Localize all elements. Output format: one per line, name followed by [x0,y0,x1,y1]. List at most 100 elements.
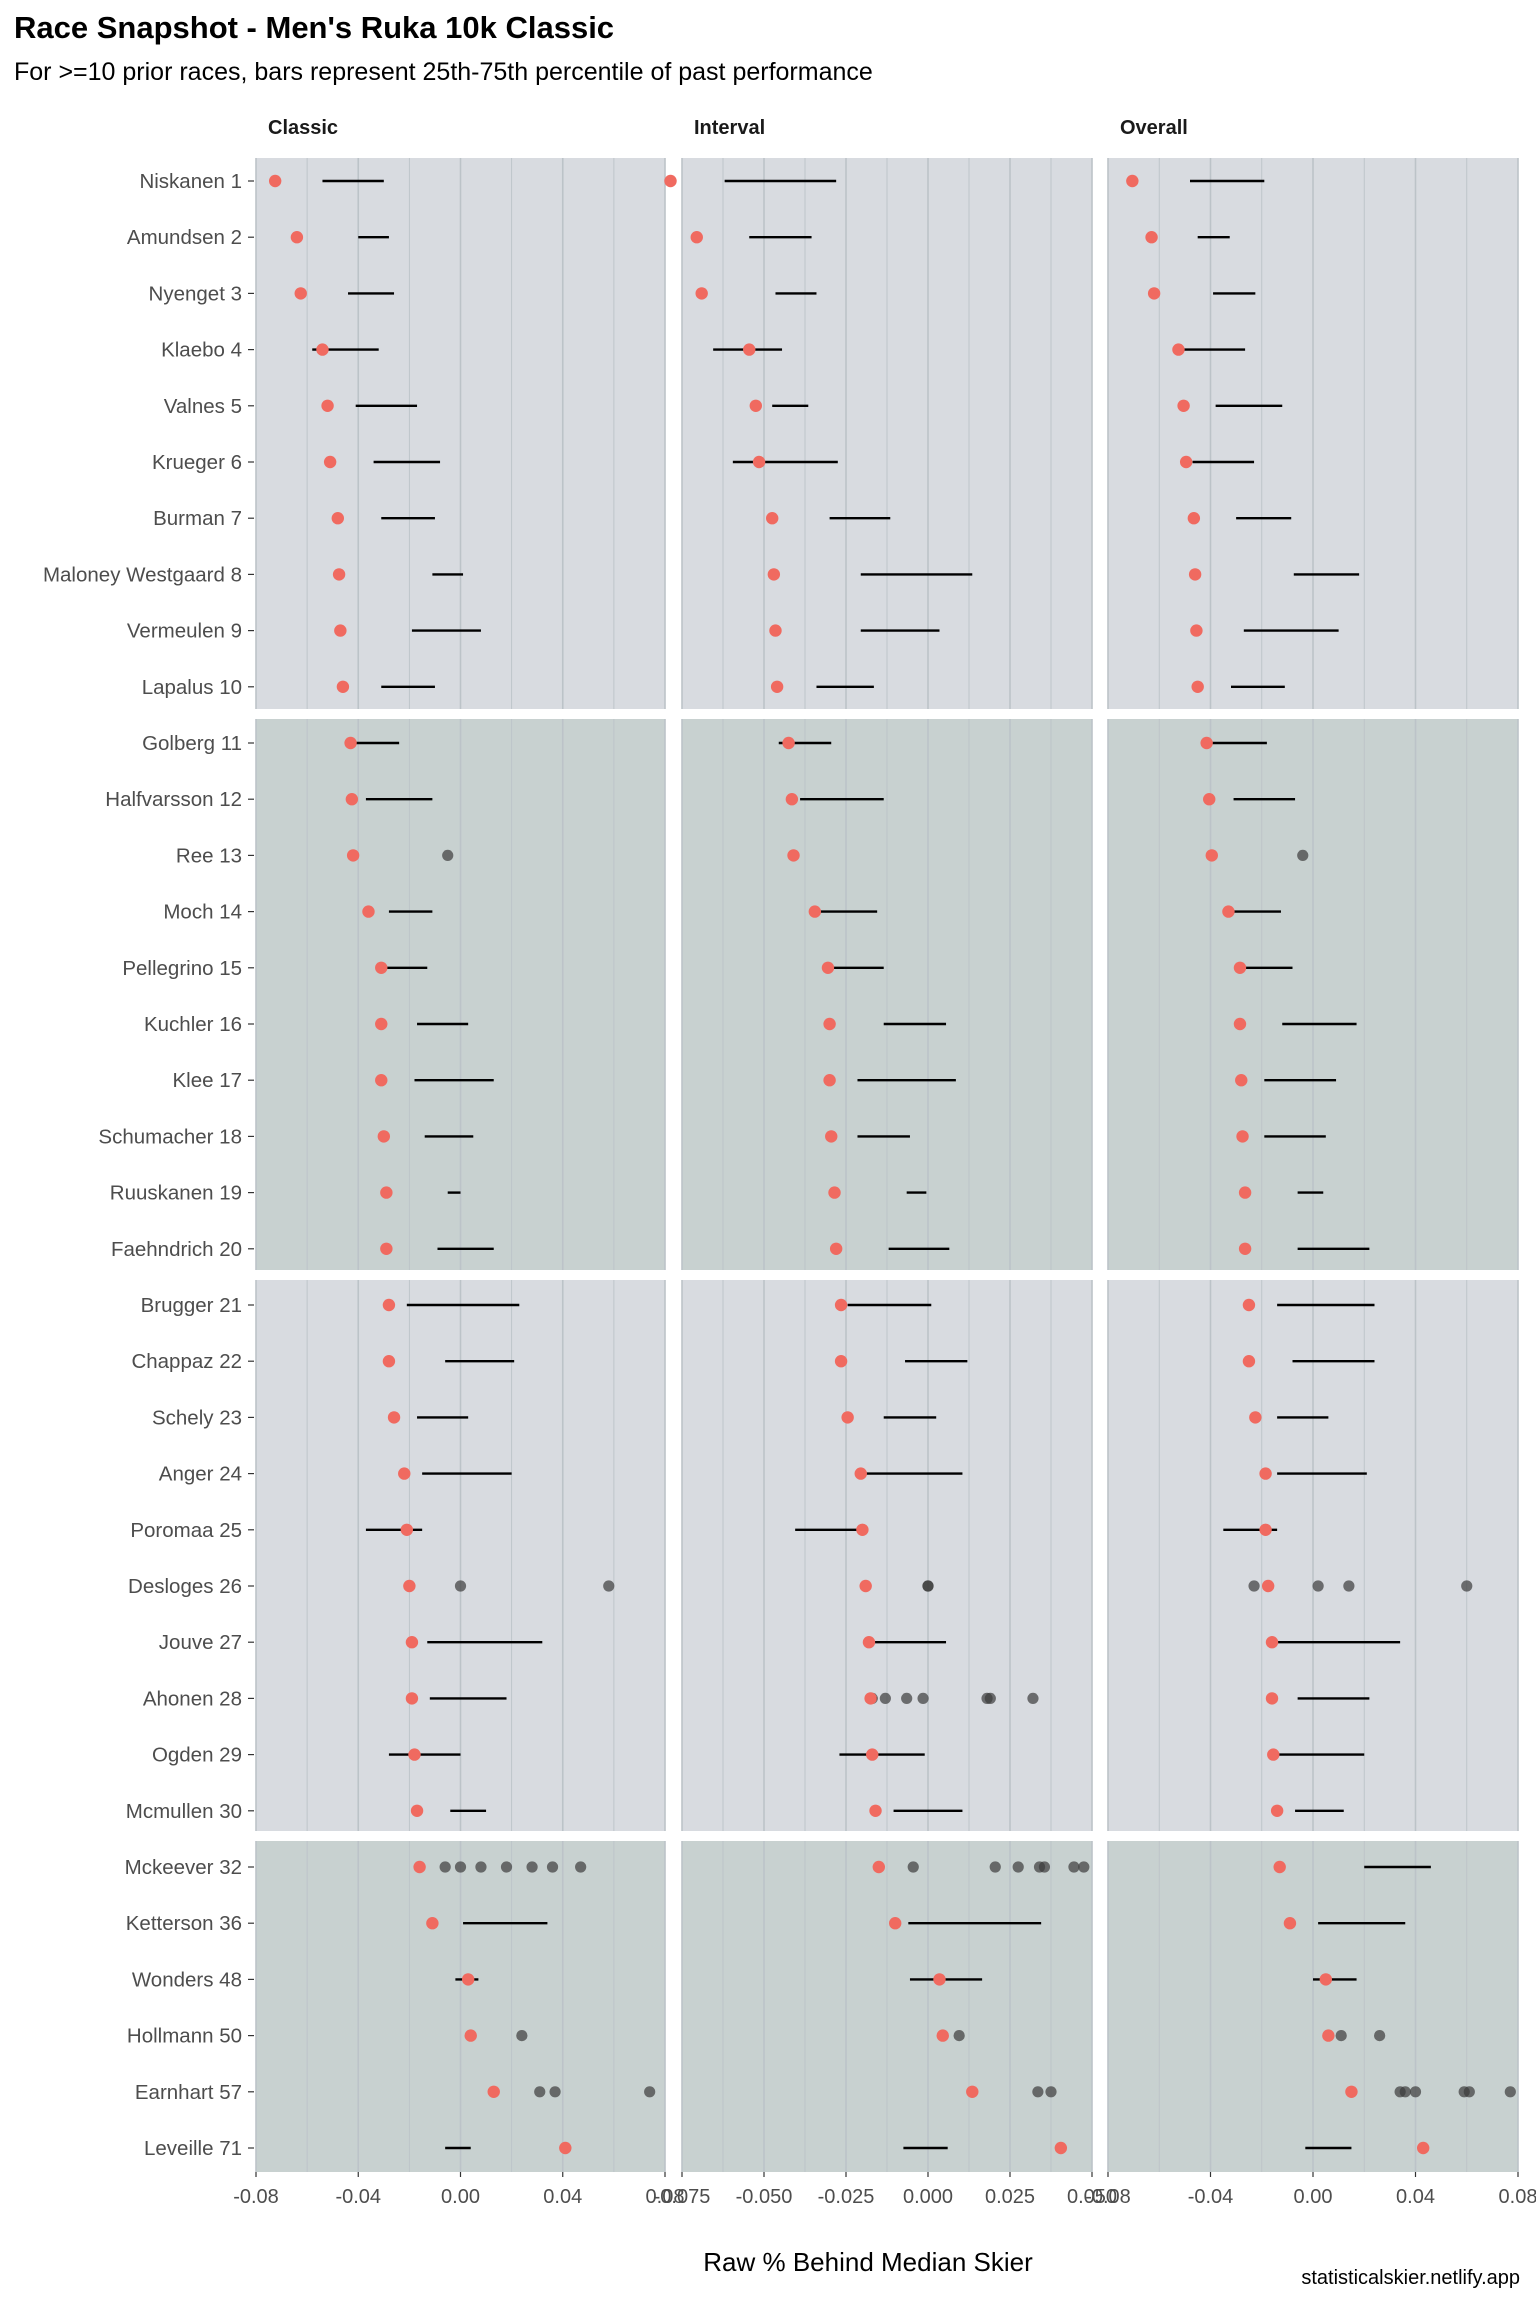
current-race-point [1249,1411,1262,1424]
skier-label: Maloney Westgaard 8 [43,563,242,586]
current-race-point [749,399,762,412]
past-race-point [1012,1861,1024,1873]
current-race-point [808,905,822,918]
current-race-point [1273,1860,1286,1874]
panel-interval: Interval -0.075 -0.050 -0.025 0.000 0.025 0.05… [654,117,1117,2208]
current-race-point [413,1860,426,1874]
current-race-point [854,1467,867,1480]
current-race-point [966,2085,979,2098]
past-race-point [442,849,454,862]
past-race-point [1343,1580,1355,1592]
x-axis-title: Raw % Behind Median Skier [703,2247,1033,2277]
past-race-point [901,1692,913,1704]
current-race-point [1200,736,1213,750]
current-race-point [403,1579,416,1593]
past-race-point [1463,2086,1475,2098]
skier-label: Desloges 26 [128,1575,242,1598]
current-race-point [375,961,388,974]
past-race-point [879,1692,891,1704]
past-race-point [917,1692,929,1704]
current-race-point [380,1186,393,1199]
skier-label: Kuchler 16 [144,1013,242,1036]
current-race-point [382,1298,396,1312]
current-race-point [889,1917,902,1930]
current-race-point [321,399,334,412]
past-race-point [1045,2086,1057,2098]
current-race-point [1265,1636,1279,1649]
skier-label: Pellegrino 15 [122,957,242,980]
skier-label: Schumacher 18 [98,1125,242,1148]
current-race-point [1177,399,1190,412]
past-race-point [526,1861,538,1873]
current-race-point [1187,512,1201,525]
skier-label: Niskanen 1 [139,170,242,193]
skier-label: Ree 13 [176,844,242,867]
current-race-point [1242,1298,1256,1312]
caption: statisticalskier.netlify.app [1301,2267,1520,2289]
current-race-point [344,736,357,750]
skier-label: Mckeever 32 [125,1856,242,1879]
past-race-point [644,2086,656,2098]
skier-label: Halfvarsson 12 [105,788,242,811]
past-race-point [546,1861,559,1873]
x-tick-label: -0.050 [736,2186,793,2208]
skier-label: Anger 24 [159,1463,242,1486]
current-race-point [346,849,360,862]
current-race-point [936,2029,949,2042]
current-race-point [823,1074,836,1087]
current-race-point [487,2085,500,2098]
current-race-point [461,1973,475,1986]
past-race-point [1374,2030,1386,2042]
current-race-point [695,287,708,300]
current-race-point [382,1355,396,1368]
past-race-point [454,1861,467,1873]
x-tick-label: 0.000 [903,2186,953,2208]
past-race-point [1461,1580,1473,1592]
past-race-point [1078,1861,1090,1873]
current-race-point [377,1130,391,1143]
current-race-point [769,624,782,637]
past-race-point [1504,2086,1516,2098]
x-tick-label: -0.08 [233,2186,279,2208]
current-race-point [464,2029,477,2042]
chart-subtitle: For >=10 prior races, bars represent 25t… [14,58,873,86]
past-race-point [907,1861,919,1873]
current-race-point [1238,1186,1252,1199]
skier-label: Faehndrich 20 [111,1238,242,1261]
past-race-point [922,1580,934,1592]
current-race-point [1238,1242,1252,1256]
current-race-point [1283,1917,1297,1930]
past-race-point [439,1861,451,1873]
current-race-point [1259,1467,1272,1480]
current-race-point [1242,1355,1256,1368]
current-race-point [864,1692,877,1705]
current-race-point [268,174,282,188]
x-tick-label: -0.04 [1188,2186,1234,2208]
current-race-point [290,231,304,244]
facet-strip-label: Classic [268,117,338,139]
skier-label: Amundsen 2 [127,226,242,249]
x-tick-label: -0.025 [818,2186,875,2208]
past-race-point [1399,2086,1411,2098]
past-race-point [984,1692,996,1704]
current-race-point [400,1523,414,1537]
skier-label: Hollmann 50 [127,2025,242,2048]
past-race-point [1068,1861,1080,1873]
current-race-point [294,287,307,300]
x-tick-label: -0.08 [1085,2186,1131,2208]
x-tick-label: 0.00 [441,2186,480,2208]
past-race-point [534,2086,546,2098]
skier-label: Earnhart 57 [135,2081,242,2104]
current-race-point [387,1411,401,1424]
past-race-point [500,1861,513,1873]
past-race-point [454,1580,467,1592]
current-race-point [336,680,350,693]
current-race-point [375,1074,388,1087]
skier-label: Lapalus 10 [142,676,242,699]
current-race-point [1233,961,1247,974]
current-race-point [767,568,781,581]
current-race-point [334,624,347,637]
current-race-point [841,1411,854,1424]
past-race-point [1335,2030,1347,2042]
